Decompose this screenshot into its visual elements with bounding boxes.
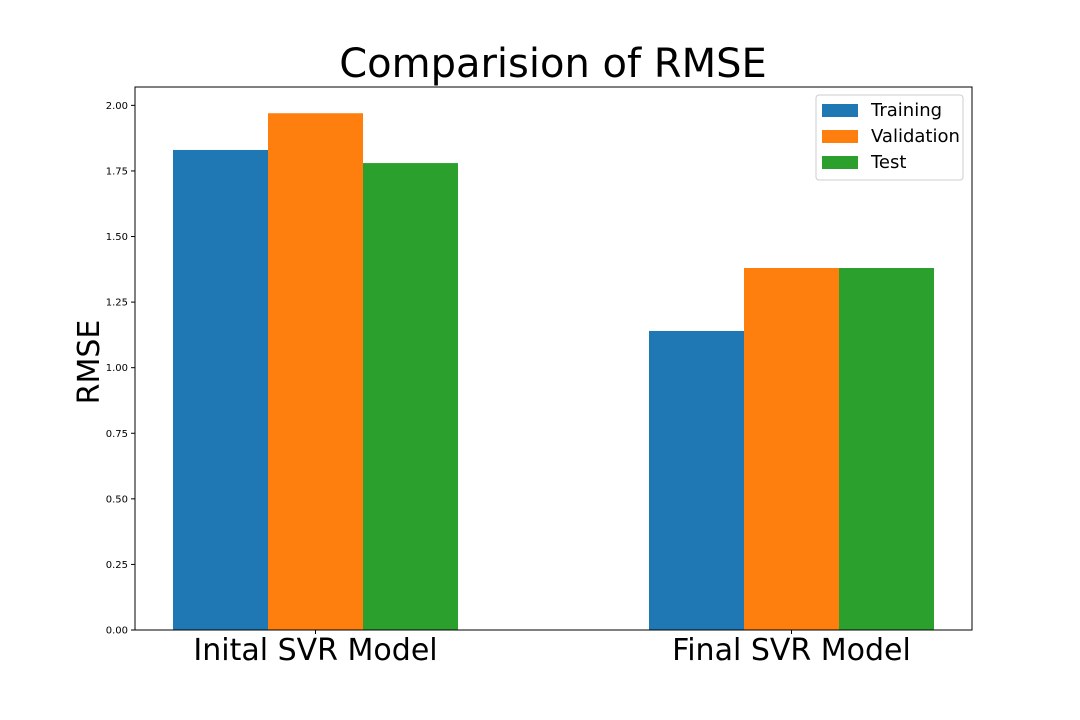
x-tick-label: Inital SVR Model [193, 633, 437, 668]
y-axis-ticks: 0.00 0.25 0.50 0.75 1.00 1.25 1.50 1.75 2.00 [106, 101, 135, 637]
bar-validation-1 [268, 113, 363, 631]
y-tick-label: 2.00 [106, 101, 128, 112]
y-tick-label: 0.50 [106, 494, 128, 505]
chart-title: Comparision of RMSE [339, 41, 767, 87]
bar-test-2 [839, 268, 934, 630]
legend-label-training: Training [870, 100, 942, 121]
bar-training-2 [649, 330, 744, 630]
y-tick-label: 1.50 [106, 232, 128, 243]
legend-label-test: Test [870, 152, 906, 173]
bar-validation-2 [744, 268, 839, 630]
y-tick-label: 1.25 [106, 298, 128, 309]
bar-test-1 [363, 163, 458, 631]
legend-swatch-training [822, 104, 858, 117]
y-tick-label: 1.75 [106, 166, 128, 177]
y-tick-label: 1.00 [106, 363, 128, 374]
x-axis-ticks: Inital SVR Model Final SVR Model [193, 630, 911, 668]
legend: Training Validation Test [815, 94, 964, 181]
bar-training-1 [173, 149, 268, 630]
legend-label-validation: Validation [871, 126, 960, 147]
y-tick-label: 0.25 [106, 560, 128, 571]
bars-group [173, 113, 934, 631]
y-tick-label: 0.00 [106, 626, 128, 637]
legend-swatch-test [822, 156, 858, 169]
y-axis-label: RMSE [72, 320, 107, 405]
plot-frame [134, 86, 973, 631]
y-tick-label: 0.75 [106, 429, 128, 440]
legend-swatch-validation [822, 130, 858, 143]
x-tick-label: Final SVR Model [672, 633, 911, 668]
